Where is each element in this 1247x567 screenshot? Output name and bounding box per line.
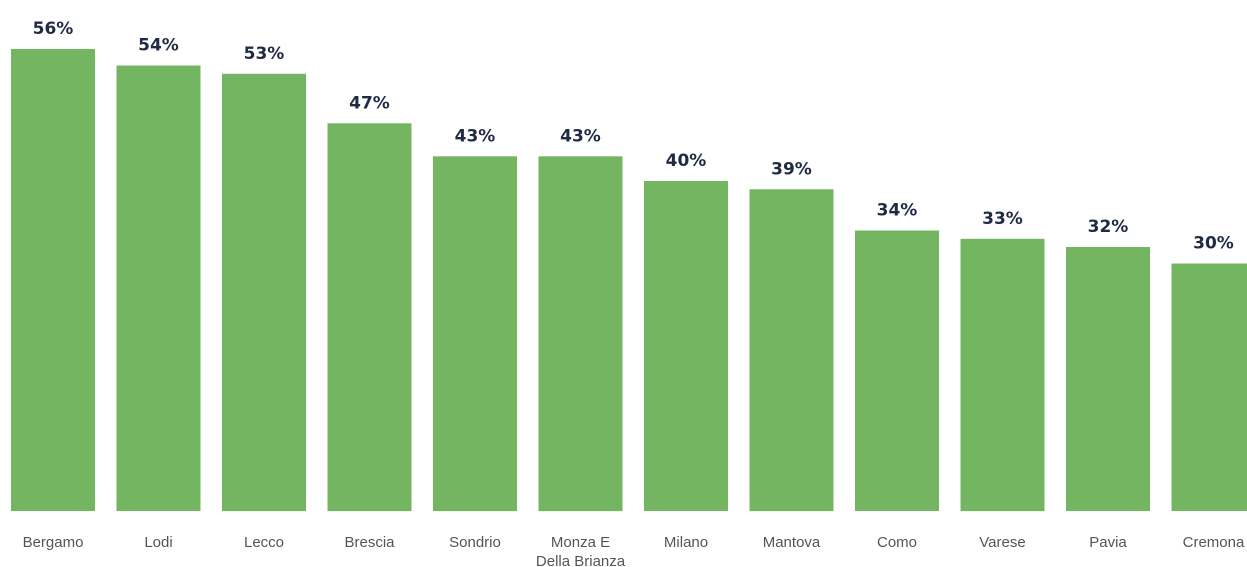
category-label-0: Bergamo [23, 534, 84, 551]
category-label-3: Brescia [344, 534, 395, 551]
data-label-3: 47% [349, 93, 390, 113]
data-label-10: 32% [1088, 217, 1129, 237]
category-label-9: Varese [979, 534, 1025, 551]
bar-9 [960, 238, 1045, 512]
category-label-2: Lecco [244, 534, 284, 551]
bar-3 [327, 123, 412, 512]
category-label-7: Mantova [763, 534, 821, 551]
category-label-1: Lodi [144, 534, 172, 551]
data-label-6: 40% [666, 151, 707, 171]
category-label-5-line-0: Monza E [551, 534, 610, 551]
category-label-10: Pavia [1089, 534, 1127, 551]
bar-11 [1171, 263, 1247, 511]
data-label-4: 43% [455, 126, 496, 146]
bar-5 [538, 156, 623, 512]
bar-10 [1066, 247, 1150, 511]
data-label-0: 56% [33, 19, 74, 39]
data-label-9: 33% [982, 209, 1023, 229]
data-label-1: 54% [138, 36, 179, 56]
bar-4 [433, 156, 517, 512]
category-label-8: Como [877, 534, 917, 551]
data-label-2: 53% [244, 44, 285, 64]
bar-1 [116, 65, 201, 511]
bar-8 [855, 230, 939, 511]
bar-0 [11, 49, 95, 511]
data-label-5: 43% [560, 126, 601, 146]
data-label-11: 30% [1193, 234, 1234, 254]
data-label-7: 39% [771, 159, 812, 179]
bar-6 [644, 181, 728, 511]
category-label-4: Sondrio [449, 534, 501, 551]
bar-2 [222, 73, 306, 512]
category-label-6: Milano [664, 534, 708, 551]
category-label-5-line-1: Della Brianza [536, 553, 626, 567]
bar-7 [749, 189, 834, 512]
category-label-11: Cremona [1183, 534, 1245, 551]
data-label-8: 34% [877, 201, 918, 221]
